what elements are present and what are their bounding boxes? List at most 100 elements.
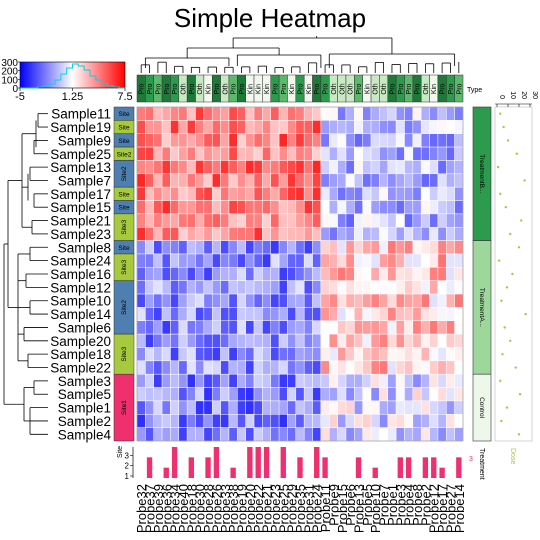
heatmap-cell bbox=[446, 240, 455, 255]
heatmap-cell bbox=[320, 146, 330, 161]
heatmap-cell bbox=[312, 387, 322, 402]
heatmap-cell bbox=[454, 293, 464, 308]
bar bbox=[280, 447, 286, 478]
heatmap-cell bbox=[136, 106, 146, 121]
heatmap-cell bbox=[203, 400, 213, 415]
heatmap-cell bbox=[345, 347, 355, 362]
heatmap-cell bbox=[437, 160, 447, 175]
heatmap-cell bbox=[145, 133, 154, 148]
heatmap-cell bbox=[412, 146, 422, 161]
heatmap-cell bbox=[345, 373, 355, 388]
heatmap-cell bbox=[220, 347, 230, 362]
heatmap-cell bbox=[136, 307, 146, 322]
heatmap-cell bbox=[253, 200, 263, 215]
heatmap-cell bbox=[245, 146, 255, 161]
heatmap-cell bbox=[161, 106, 171, 121]
heatmap-cell bbox=[437, 293, 447, 308]
heatmap-cell bbox=[362, 226, 372, 241]
heatmap-cell bbox=[303, 400, 313, 415]
chart-title: Simple Heatmap bbox=[174, 3, 366, 33]
type-label: Pro bbox=[189, 83, 196, 94]
heatmap-cell bbox=[412, 320, 422, 335]
heatmap-cell bbox=[312, 186, 322, 201]
heatmap-cell bbox=[312, 200, 322, 215]
heatmap-cell bbox=[153, 400, 163, 415]
heatmap-cell bbox=[446, 267, 455, 281]
dose-point bbox=[509, 339, 512, 342]
column-label: Probe24 bbox=[310, 484, 325, 533]
heatmap-cell bbox=[446, 133, 455, 148]
heatmap-cell bbox=[295, 146, 305, 161]
heatmap-cell bbox=[237, 360, 246, 375]
heatmap-cell bbox=[370, 307, 380, 322]
heatmap-cell bbox=[370, 186, 380, 201]
heatmap-cell bbox=[345, 267, 355, 281]
treatment-label: TreatmentB... bbox=[478, 154, 485, 193]
column-label: Probe5 bbox=[360, 484, 375, 526]
heatmap-cell bbox=[228, 400, 238, 415]
row-label: Sample6 bbox=[58, 320, 111, 335]
heatmap-cell bbox=[237, 307, 246, 322]
heatmap-cell bbox=[245, 320, 255, 335]
heatmap-cell bbox=[237, 200, 246, 215]
heatmap-cell bbox=[270, 200, 280, 215]
heatmap-cell bbox=[203, 267, 213, 281]
heatmap-cell bbox=[253, 267, 263, 281]
heatmap-cell bbox=[186, 200, 196, 215]
heatmap-cell bbox=[270, 186, 280, 201]
heatmap-cell bbox=[186, 173, 196, 188]
heatmap-cell bbox=[245, 186, 255, 201]
heatmap-cell bbox=[245, 293, 255, 308]
heatmap-cell bbox=[320, 200, 330, 215]
heatmap-cell bbox=[211, 146, 221, 161]
column-label: Probe21 bbox=[260, 484, 275, 533]
heatmap-cell bbox=[329, 106, 338, 121]
heatmap-cell bbox=[412, 400, 422, 415]
heatmap-cell bbox=[228, 173, 238, 188]
heatmap-cell bbox=[404, 213, 414, 228]
row-label: Sample21 bbox=[50, 214, 111, 229]
heatmap-cell bbox=[379, 267, 389, 281]
heatmap-cell bbox=[420, 146, 430, 161]
dose-tick: 30 bbox=[531, 91, 538, 99]
heatmap-cell bbox=[287, 240, 297, 255]
heatmap-cell bbox=[429, 427, 439, 442]
heatmap-cell bbox=[329, 133, 338, 148]
heatmap-cell bbox=[454, 253, 464, 268]
heatmap-cell bbox=[153, 333, 163, 348]
heatmap-cell bbox=[412, 360, 422, 375]
column-label: Probe12 bbox=[427, 484, 442, 533]
heatmap-cell bbox=[337, 320, 347, 335]
heatmap-cell bbox=[278, 146, 288, 161]
heatmap-cell bbox=[395, 253, 405, 268]
heatmap-cell bbox=[278, 173, 288, 188]
heatmap-cell bbox=[437, 373, 447, 388]
heatmap-cell bbox=[362, 333, 372, 348]
heatmap-cell bbox=[270, 213, 280, 228]
heatmap-cell bbox=[145, 414, 154, 428]
heatmap-cell bbox=[203, 307, 213, 322]
heatmap-cell bbox=[404, 307, 414, 322]
heatmap-cell bbox=[362, 146, 372, 161]
heatmap-cell bbox=[420, 106, 430, 121]
heatmap-cell bbox=[370, 106, 380, 121]
column-label: Probe29 bbox=[285, 484, 300, 533]
heatmap-cell bbox=[170, 120, 180, 134]
heatmap-cell bbox=[178, 414, 188, 428]
heatmap-cell bbox=[354, 253, 363, 268]
heatmap-cell bbox=[195, 226, 205, 241]
column-label: Probe1 bbox=[385, 484, 400, 526]
heatmap-cell bbox=[161, 427, 171, 442]
heatmap-cell bbox=[370, 226, 380, 241]
heatmap-cell bbox=[354, 320, 363, 335]
heatmap-cell bbox=[186, 387, 196, 402]
heatmap-cell bbox=[303, 186, 313, 201]
heatmap-cell bbox=[320, 320, 330, 335]
heatmap-cell bbox=[245, 253, 255, 268]
heatmap-cell bbox=[228, 267, 238, 281]
heatmap-cell bbox=[170, 213, 180, 228]
heatmap-cell bbox=[220, 240, 230, 255]
heatmap-cell bbox=[170, 160, 180, 175]
heatmap-cell bbox=[404, 173, 414, 188]
dose-point bbox=[500, 299, 503, 302]
